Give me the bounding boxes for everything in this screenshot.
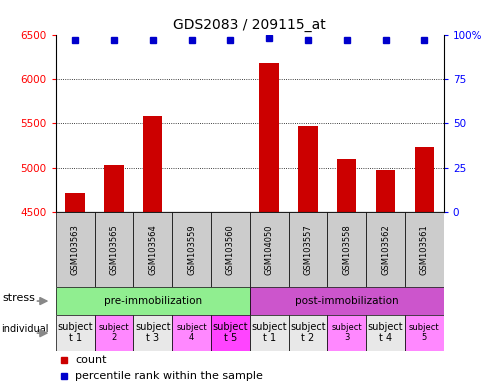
Text: GSM103561: GSM103561 xyxy=(419,224,428,275)
Text: subject
t 1: subject t 1 xyxy=(57,322,93,343)
Text: subject
t 3: subject t 3 xyxy=(135,322,170,343)
Bar xyxy=(259,63,278,212)
Bar xyxy=(211,212,249,287)
Bar xyxy=(172,315,211,351)
Text: subject
5: subject 5 xyxy=(408,323,439,342)
Bar xyxy=(249,212,288,287)
Bar xyxy=(94,212,133,287)
Text: GSM103557: GSM103557 xyxy=(303,224,312,275)
Bar xyxy=(336,159,356,212)
Bar xyxy=(143,116,162,212)
Text: GSM103560: GSM103560 xyxy=(226,224,234,275)
Text: percentile rank within the sample: percentile rank within the sample xyxy=(75,371,262,381)
Text: GSM103559: GSM103559 xyxy=(187,225,196,275)
Text: subject
3: subject 3 xyxy=(331,323,362,342)
Bar xyxy=(365,212,404,287)
Text: stress: stress xyxy=(3,293,36,303)
Text: GSM103563: GSM103563 xyxy=(71,224,79,275)
Bar xyxy=(65,193,85,212)
Bar xyxy=(327,315,365,351)
Text: individual: individual xyxy=(1,324,48,334)
Bar xyxy=(249,287,443,315)
Text: pre-immobilization: pre-immobilization xyxy=(104,296,201,306)
Bar xyxy=(404,315,443,351)
Bar xyxy=(56,287,249,315)
Bar xyxy=(298,126,317,212)
Bar xyxy=(288,212,327,287)
Text: GSM103565: GSM103565 xyxy=(109,224,118,275)
Bar xyxy=(104,165,123,212)
Bar xyxy=(133,212,172,287)
Bar xyxy=(327,212,365,287)
Bar xyxy=(94,315,133,351)
Text: subject
t 1: subject t 1 xyxy=(251,322,287,343)
Text: GSM104050: GSM104050 xyxy=(264,225,273,275)
Bar xyxy=(56,212,94,287)
Bar xyxy=(404,212,443,287)
Bar xyxy=(375,170,394,212)
Bar xyxy=(288,315,327,351)
Text: subject
t 5: subject t 5 xyxy=(212,322,248,343)
Bar xyxy=(133,315,172,351)
Text: post-immobilization: post-immobilization xyxy=(294,296,398,306)
Text: GSM103558: GSM103558 xyxy=(342,224,350,275)
Title: GDS2083 / 209115_at: GDS2083 / 209115_at xyxy=(173,18,325,32)
Bar xyxy=(365,315,404,351)
Text: GSM103564: GSM103564 xyxy=(148,224,157,275)
Bar xyxy=(211,315,249,351)
Bar xyxy=(172,212,211,287)
Bar xyxy=(249,315,288,351)
Bar xyxy=(414,147,433,212)
Text: subject
t 2: subject t 2 xyxy=(289,322,325,343)
Text: count: count xyxy=(75,356,106,366)
Text: GSM103562: GSM103562 xyxy=(380,224,389,275)
Text: subject
4: subject 4 xyxy=(176,323,207,342)
Text: subject
2: subject 2 xyxy=(98,323,129,342)
Text: subject
t 4: subject t 4 xyxy=(367,322,403,343)
Bar xyxy=(56,315,94,351)
